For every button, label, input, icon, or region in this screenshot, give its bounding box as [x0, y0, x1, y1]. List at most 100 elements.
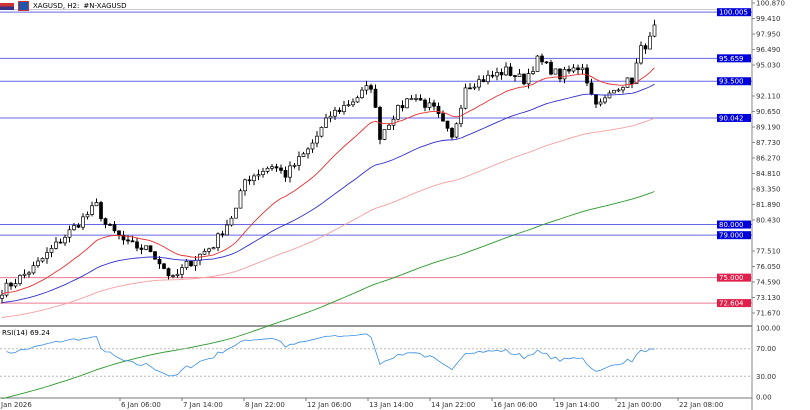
candle [63, 236, 67, 244]
price-tick-label: 87.730 [756, 139, 781, 147]
moving-average-line-100 [1, 117, 655, 318]
price-tick-label: 96.490 [756, 46, 781, 54]
candle [454, 123, 459, 138]
candle [562, 68, 567, 80]
candle [652, 24, 657, 37]
candle [508, 66, 513, 76]
time-tick-label: 16 Jan 06:00 [493, 401, 537, 409]
candle [648, 35, 652, 50]
candle [288, 165, 292, 178]
candle [621, 87, 625, 91]
level-price-label: 100.005 [719, 9, 748, 17]
candle [355, 97, 360, 103]
candle [297, 156, 301, 166]
candle [481, 79, 486, 83]
candle [310, 142, 315, 150]
price-tick-label: 71.670 [756, 309, 781, 317]
moving-average-line-20 [1, 67, 655, 295]
candle [207, 248, 211, 252]
candle [373, 88, 378, 108]
candle [409, 98, 414, 100]
time-tick-label: 13 Jan 14:00 [369, 401, 413, 409]
candle [328, 115, 333, 119]
level-price-label: 72.604 [719, 300, 744, 308]
price-tick-label: 90.650 [756, 108, 781, 116]
level-price-badge [717, 273, 751, 282]
price-tick-label: 80.430 [756, 216, 781, 224]
candle [157, 258, 162, 265]
candle [571, 67, 576, 72]
candle [387, 124, 391, 130]
candle [346, 104, 351, 107]
candle [279, 167, 283, 171]
rsi-tick-label: 0.00 [756, 394, 772, 402]
candle [558, 68, 562, 80]
candle [418, 98, 423, 101]
flag-icon [0, 2, 14, 10]
candle [594, 94, 598, 105]
candle [634, 62, 639, 85]
level-price-badge [717, 113, 751, 122]
time-tick-label: 6 Jan 06:00 [121, 401, 161, 409]
candle [598, 101, 603, 105]
candle [333, 109, 337, 117]
candle [436, 105, 441, 114]
candle [607, 92, 612, 99]
candle [36, 260, 40, 267]
candle [580, 67, 585, 71]
candle [544, 61, 549, 64]
price-tick-label: 95.030 [756, 61, 781, 69]
price-tick-label: 76.050 [756, 263, 781, 271]
level-price-badge [717, 231, 751, 240]
level-price-badge [717, 77, 751, 86]
candle [540, 55, 544, 63]
candle [643, 45, 648, 50]
candle [639, 45, 643, 64]
rsi-label: RSI(14) 69.24 [2, 329, 51, 337]
candle [189, 260, 193, 267]
candle [139, 247, 144, 250]
candle [405, 98, 409, 109]
level-price-label: 79.000 [719, 232, 744, 240]
symbol-description: #N-XAGUSD [83, 2, 127, 10]
candle [130, 240, 135, 243]
candle [99, 202, 103, 219]
candle [445, 120, 450, 129]
candle [576, 67, 580, 71]
candle [171, 275, 175, 277]
candle [58, 241, 63, 244]
time-tick-label: 8 Jan 22:00 [245, 401, 285, 409]
candle [256, 174, 261, 177]
candle [495, 72, 499, 77]
candle [567, 68, 571, 72]
candle [211, 247, 216, 250]
candle [432, 102, 436, 107]
candle [477, 79, 481, 88]
candle [630, 77, 634, 85]
candle [522, 73, 526, 85]
candle [225, 224, 229, 236]
candle [486, 74, 490, 83]
price-tick-label: 77.510 [756, 247, 781, 255]
candle [324, 117, 328, 128]
candle [369, 85, 373, 90]
candle [72, 225, 76, 231]
level-price-label: 90.042 [719, 114, 744, 122]
candle [193, 259, 198, 267]
candle [342, 105, 346, 112]
candle [526, 73, 531, 85]
time-tick-label: 7 Jan 14:00 [183, 401, 223, 409]
candle [612, 89, 616, 94]
candle [94, 202, 99, 207]
candle [4, 282, 9, 296]
candle [382, 129, 387, 140]
candle [531, 71, 535, 74]
candle [13, 283, 18, 287]
price-tick-label: 99.410 [756, 15, 781, 23]
level-price-label: 95.659 [719, 55, 744, 63]
candle [274, 166, 279, 169]
candle [427, 102, 432, 108]
price-tick-label: 83.350 [756, 185, 781, 193]
